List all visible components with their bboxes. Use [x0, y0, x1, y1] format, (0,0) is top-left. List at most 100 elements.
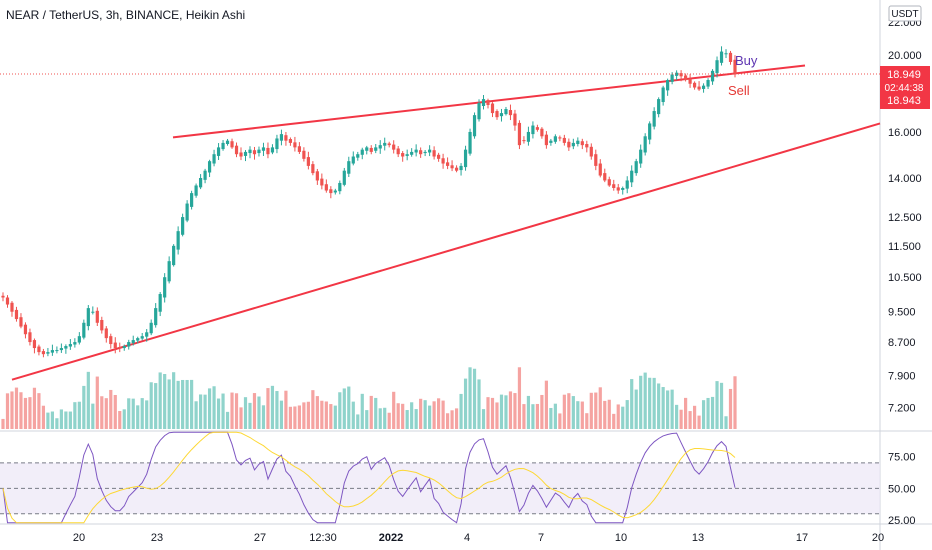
volume-bar	[432, 401, 436, 429]
volume-bar	[109, 389, 113, 429]
rsi-tick-0: 75.00	[888, 451, 916, 463]
candle	[549, 138, 553, 146]
candle	[603, 168, 607, 183]
volume-bar	[181, 379, 185, 429]
volume-bar	[679, 409, 683, 429]
candle	[248, 146, 252, 159]
candle	[19, 313, 23, 329]
volume-bar	[580, 401, 584, 429]
candle	[724, 49, 728, 59]
volume-bar	[167, 379, 171, 429]
rsi-tick-1: 50.00	[888, 483, 916, 495]
candle	[333, 188, 337, 195]
volume-bar	[225, 411, 230, 429]
candle	[342, 167, 346, 187]
candle	[634, 158, 638, 176]
volume-bar	[450, 410, 454, 429]
volume-bar	[329, 404, 333, 429]
price-tick-10: 7.200	[888, 402, 916, 414]
volume-bar	[675, 404, 679, 429]
volume-bar	[279, 400, 284, 429]
volume-bar	[508, 391, 513, 429]
volume-bar	[230, 392, 234, 429]
volume-bar	[284, 390, 288, 429]
candle	[91, 306, 95, 315]
volume-bar	[423, 400, 427, 429]
candle	[203, 168, 207, 184]
volume-bar	[185, 379, 189, 429]
candle	[50, 344, 54, 356]
x-tick-6: 7	[538, 532, 544, 544]
candle	[221, 140, 225, 151]
volume-bar	[136, 405, 140, 429]
volume-bar	[46, 412, 50, 429]
currency-box[interactable]	[888, 5, 922, 22]
volume-bar	[55, 418, 59, 429]
volume-bar	[589, 392, 593, 429]
volume-bar	[23, 397, 28, 429]
candle	[531, 121, 535, 139]
volume-bar	[351, 401, 355, 429]
candle	[490, 102, 495, 118]
candle	[302, 147, 306, 162]
volume-bar	[140, 398, 144, 429]
volume-bar	[28, 397, 32, 429]
candle	[378, 140, 382, 154]
candle	[351, 151, 355, 166]
candle	[486, 98, 490, 109]
x-tick-7: 10	[615, 532, 627, 544]
volume-bar	[625, 400, 629, 429]
x-tick-4: 2022	[379, 532, 403, 544]
candle	[657, 97, 661, 118]
candle	[279, 129, 284, 146]
volume-bar	[73, 402, 77, 429]
volume-bar	[374, 397, 378, 429]
x-tick-5: 4	[464, 532, 470, 544]
candle	[252, 146, 257, 160]
rsi-tick-2: 25.00	[888, 515, 916, 527]
candle	[706, 78, 710, 90]
candle	[234, 142, 239, 158]
volume-bar	[315, 396, 319, 429]
candle	[598, 159, 602, 178]
volume-bar	[499, 394, 504, 429]
candle	[428, 145, 432, 157]
price-tick-7: 9.500	[888, 307, 916, 319]
x-tick-3: 12:30	[309, 532, 337, 544]
currency-label: USDT	[891, 9, 918, 20]
candle	[675, 70, 679, 81]
candle	[32, 338, 37, 354]
candle	[122, 344, 126, 351]
volume-bar	[122, 409, 126, 429]
candle	[230, 138, 234, 149]
candle	[329, 186, 333, 199]
volume-bar	[692, 405, 697, 429]
candle	[468, 128, 472, 156]
volume-bar	[419, 398, 423, 429]
candle	[216, 143, 221, 160]
candle	[504, 106, 508, 116]
candle	[666, 78, 670, 96]
volume-bar	[437, 398, 441, 429]
price-tick-8: 8.700	[888, 337, 916, 349]
candle	[73, 338, 77, 348]
volume-bar	[621, 406, 625, 429]
volume-bar	[369, 395, 373, 429]
buy-annotation: Buy	[735, 53, 758, 68]
volume-bar	[212, 386, 216, 429]
candle	[145, 329, 149, 342]
candle	[176, 226, 180, 255]
candle	[585, 140, 589, 153]
volume-bar	[495, 402, 499, 429]
candle	[576, 137, 580, 147]
volume-bar	[472, 368, 477, 429]
candle	[459, 163, 463, 176]
volume-bar	[401, 403, 405, 429]
candle	[710, 69, 715, 85]
volume-bar	[513, 393, 517, 429]
volume-bar	[306, 401, 310, 429]
volume-bar	[198, 394, 203, 429]
candle	[113, 337, 117, 354]
candle	[185, 200, 189, 223]
